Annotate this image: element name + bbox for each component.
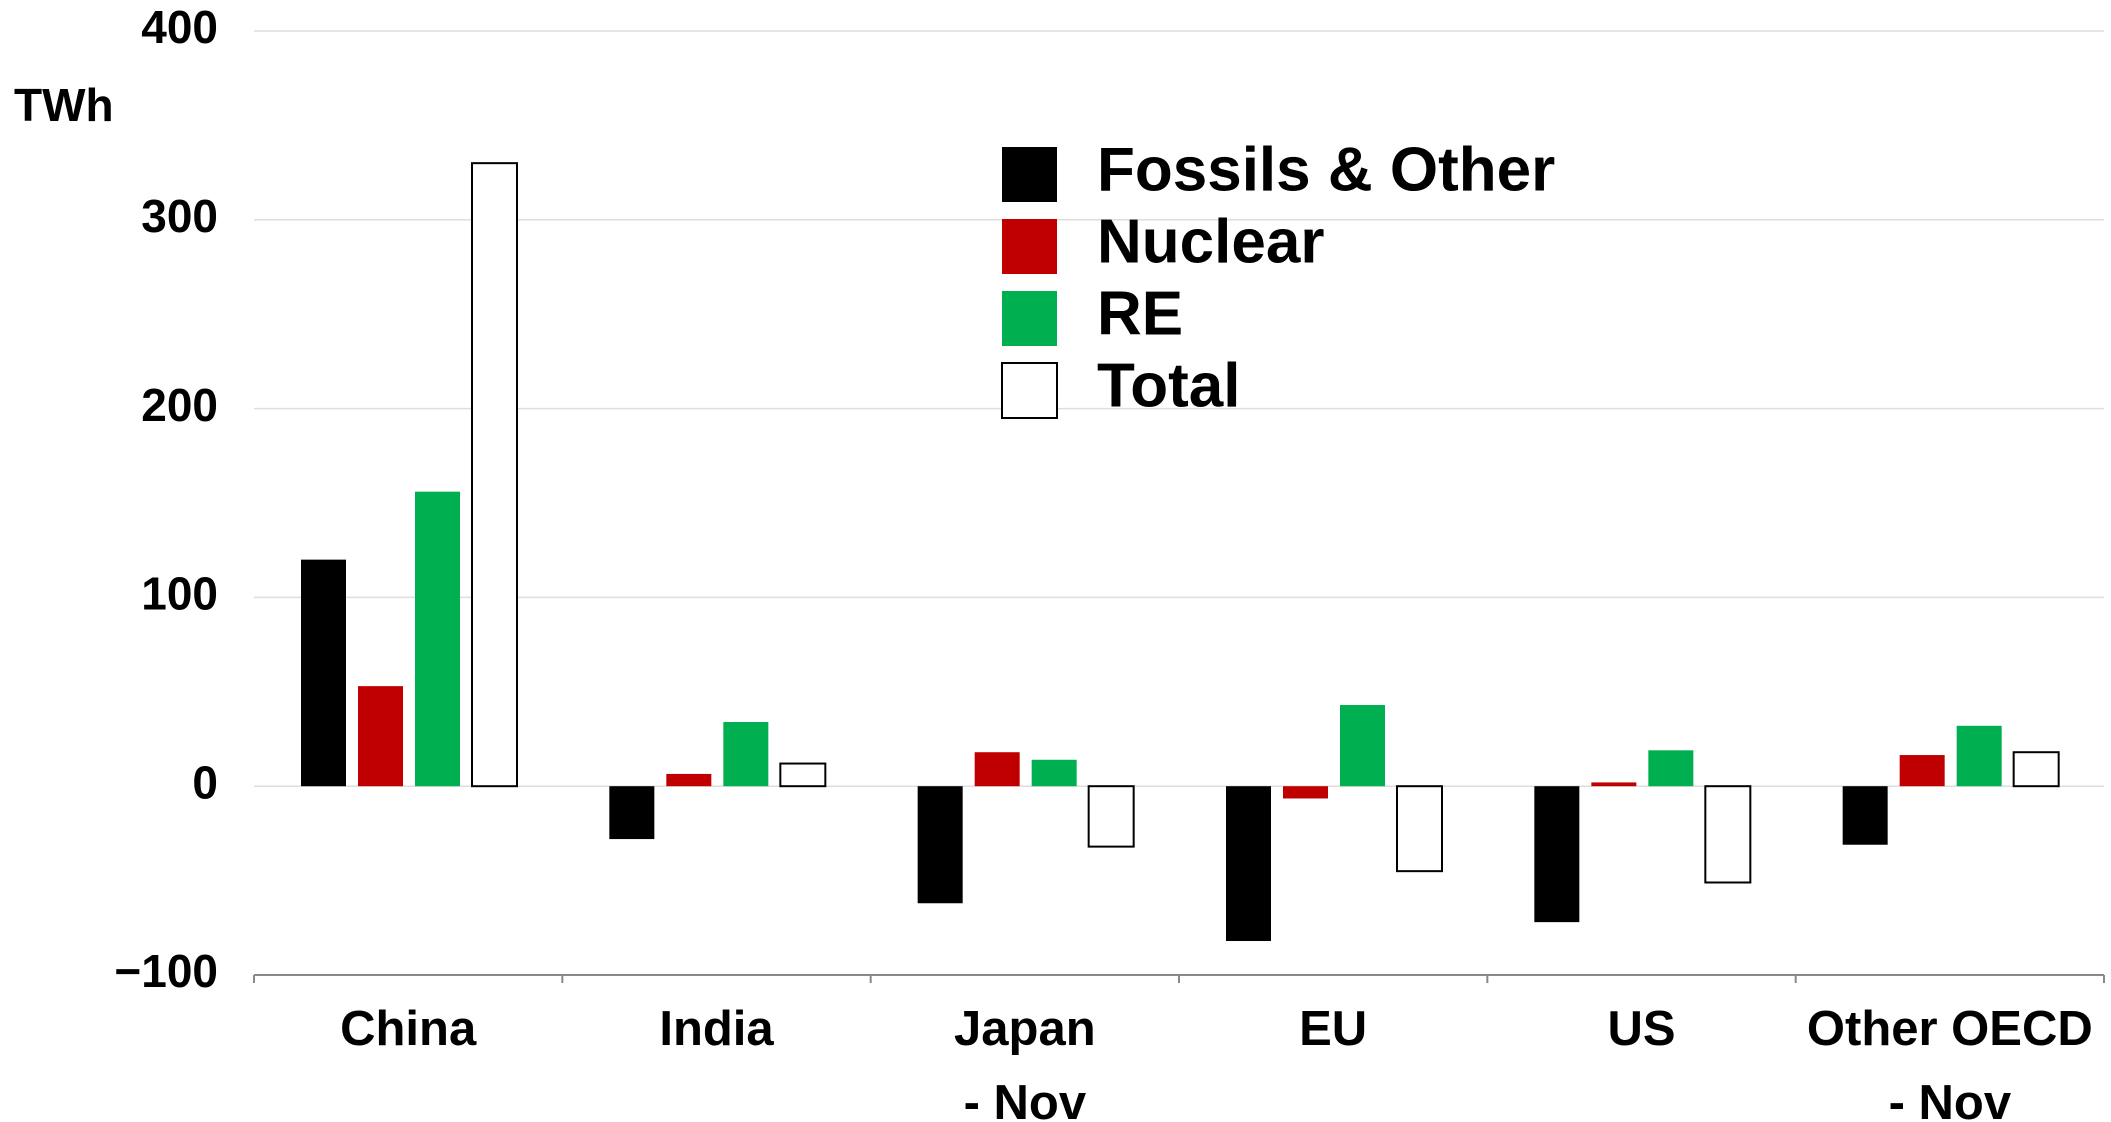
- bar: [1283, 786, 1328, 799]
- legend-swatch: [1002, 219, 1057, 274]
- bar: [301, 559, 346, 787]
- y-tick-label: 200: [141, 379, 218, 431]
- bar: [415, 491, 460, 787]
- bar: [1648, 750, 1694, 787]
- x-tick-label: EU: [1299, 1002, 1367, 1056]
- legend-label: Fossils & Other: [1097, 135, 1555, 204]
- legend-swatch: [1002, 147, 1057, 202]
- bar: [1956, 725, 2002, 787]
- x-tick-label: China: [340, 1002, 477, 1056]
- legend-label: RE: [1097, 279, 1183, 348]
- legend-label: Total: [1097, 351, 1241, 420]
- bar: [1842, 786, 1888, 845]
- y-tick-label: 400: [141, 1, 218, 53]
- bar: [917, 786, 963, 904]
- bar: [1031, 759, 1077, 787]
- y-tick-label: 100: [141, 568, 218, 620]
- bar: [779, 762, 827, 788]
- bar: [1226, 786, 1271, 942]
- legend-label: Nuclear: [1097, 207, 1324, 276]
- y-tick-label: 300: [141, 190, 218, 242]
- bar: [974, 752, 1020, 787]
- bar: [1591, 782, 1637, 787]
- y-tick-label: 0: [192, 756, 218, 808]
- bar: [1340, 705, 1385, 787]
- bar: [2012, 751, 2060, 788]
- bar: [1396, 785, 1443, 873]
- x-tick-label: Other OECD - Nov: [1807, 1002, 2093, 1122]
- y-tick-label: −100: [114, 945, 218, 997]
- bar: [609, 786, 655, 840]
- bar: [1087, 785, 1135, 848]
- bar: [358, 686, 403, 787]
- x-tick-label: India: [659, 1002, 774, 1056]
- bar: [1534, 786, 1580, 923]
- bar: [1899, 755, 1945, 787]
- bar: [723, 722, 769, 787]
- bar: [471, 162, 518, 788]
- x-tick-label: US: [1607, 1002, 1675, 1056]
- bar: [666, 773, 712, 787]
- legend-swatch: [1001, 362, 1058, 419]
- y-axis-label: TWh: [14, 79, 114, 131]
- x-tick-label: Japan - Nov: [954, 1002, 1096, 1122]
- legend-swatch: [1002, 291, 1057, 346]
- bar: [1704, 785, 1752, 884]
